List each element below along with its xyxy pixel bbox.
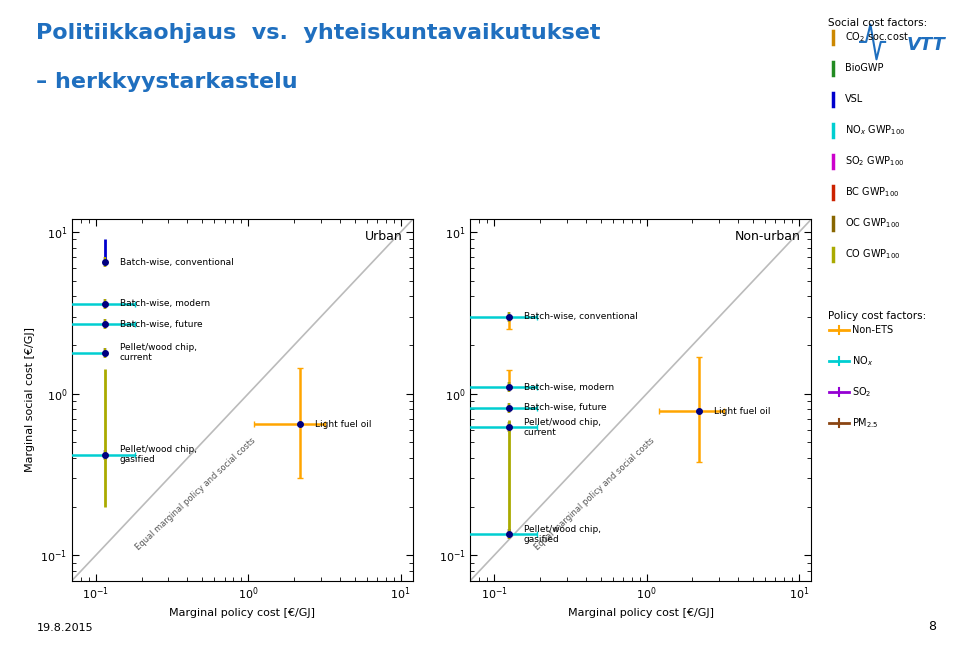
Text: VTT: VTT	[906, 36, 946, 54]
Text: NO$_x$: NO$_x$	[852, 354, 874, 368]
Text: Policy cost factors:: Policy cost factors:	[828, 311, 925, 321]
Text: Urban: Urban	[365, 230, 402, 243]
Text: NO$_x$ GWP$_{100}$: NO$_x$ GWP$_{100}$	[845, 123, 905, 137]
Text: CO GWP$_{100}$: CO GWP$_{100}$	[845, 247, 900, 261]
Text: SO$_2$: SO$_2$	[852, 385, 872, 399]
Text: Light fuel oil: Light fuel oil	[713, 407, 770, 416]
X-axis label: Marginal policy cost [€/GJ]: Marginal policy cost [€/GJ]	[169, 608, 316, 617]
Text: Equal marginal policy and social costs: Equal marginal policy and social costs	[134, 435, 257, 551]
Text: Light fuel oil: Light fuel oil	[315, 419, 372, 428]
Text: Batch-wise, modern: Batch-wise, modern	[523, 382, 613, 392]
Text: Pellet/wood chip,
gasified: Pellet/wood chip, gasified	[523, 524, 601, 544]
Text: Batch-wise, conventional: Batch-wise, conventional	[523, 312, 637, 321]
Text: VSL: VSL	[845, 94, 863, 104]
Text: 19.8.2015: 19.8.2015	[36, 623, 93, 633]
Text: Equal marginal policy and social costs: Equal marginal policy and social costs	[533, 435, 656, 551]
Text: Pellet/wood chip,
current: Pellet/wood chip, current	[120, 342, 197, 362]
Text: OC GWP$_{100}$: OC GWP$_{100}$	[845, 216, 900, 230]
Text: Politiikkaohjaus  vs.  yhteiskuntavaikutukset: Politiikkaohjaus vs. yhteiskuntavaikutuk…	[36, 23, 601, 43]
Text: Social cost factors:: Social cost factors:	[828, 18, 926, 28]
Text: Batch-wise, future: Batch-wise, future	[120, 319, 203, 328]
Y-axis label: Marginal social cost [€/GJ]: Marginal social cost [€/GJ]	[25, 328, 35, 472]
Text: Batch-wise, conventional: Batch-wise, conventional	[120, 258, 233, 267]
Text: – herkkyystarkastelu: – herkkyystarkastelu	[36, 72, 299, 92]
Text: Batch-wise, modern: Batch-wise, modern	[120, 299, 210, 308]
Text: 8: 8	[928, 620, 936, 633]
Text: SO$_2$ GWP$_{100}$: SO$_2$ GWP$_{100}$	[845, 154, 904, 168]
Text: Non-urban: Non-urban	[735, 230, 801, 243]
Text: PM$_{2.5}$: PM$_{2.5}$	[852, 416, 879, 430]
Text: Non-ETS: Non-ETS	[852, 325, 894, 335]
Text: Pellet/wood chip,
current: Pellet/wood chip, current	[523, 418, 601, 437]
Text: BC GWP$_{100}$: BC GWP$_{100}$	[845, 185, 900, 199]
Text: CO$_2$ soc.cost: CO$_2$ soc.cost	[845, 30, 909, 45]
X-axis label: Marginal policy cost [€/GJ]: Marginal policy cost [€/GJ]	[567, 608, 714, 617]
Text: Pellet/wood chip,
gasified: Pellet/wood chip, gasified	[120, 445, 197, 464]
Text: Batch-wise, future: Batch-wise, future	[523, 403, 606, 412]
Text: BioGWP: BioGWP	[845, 63, 883, 74]
